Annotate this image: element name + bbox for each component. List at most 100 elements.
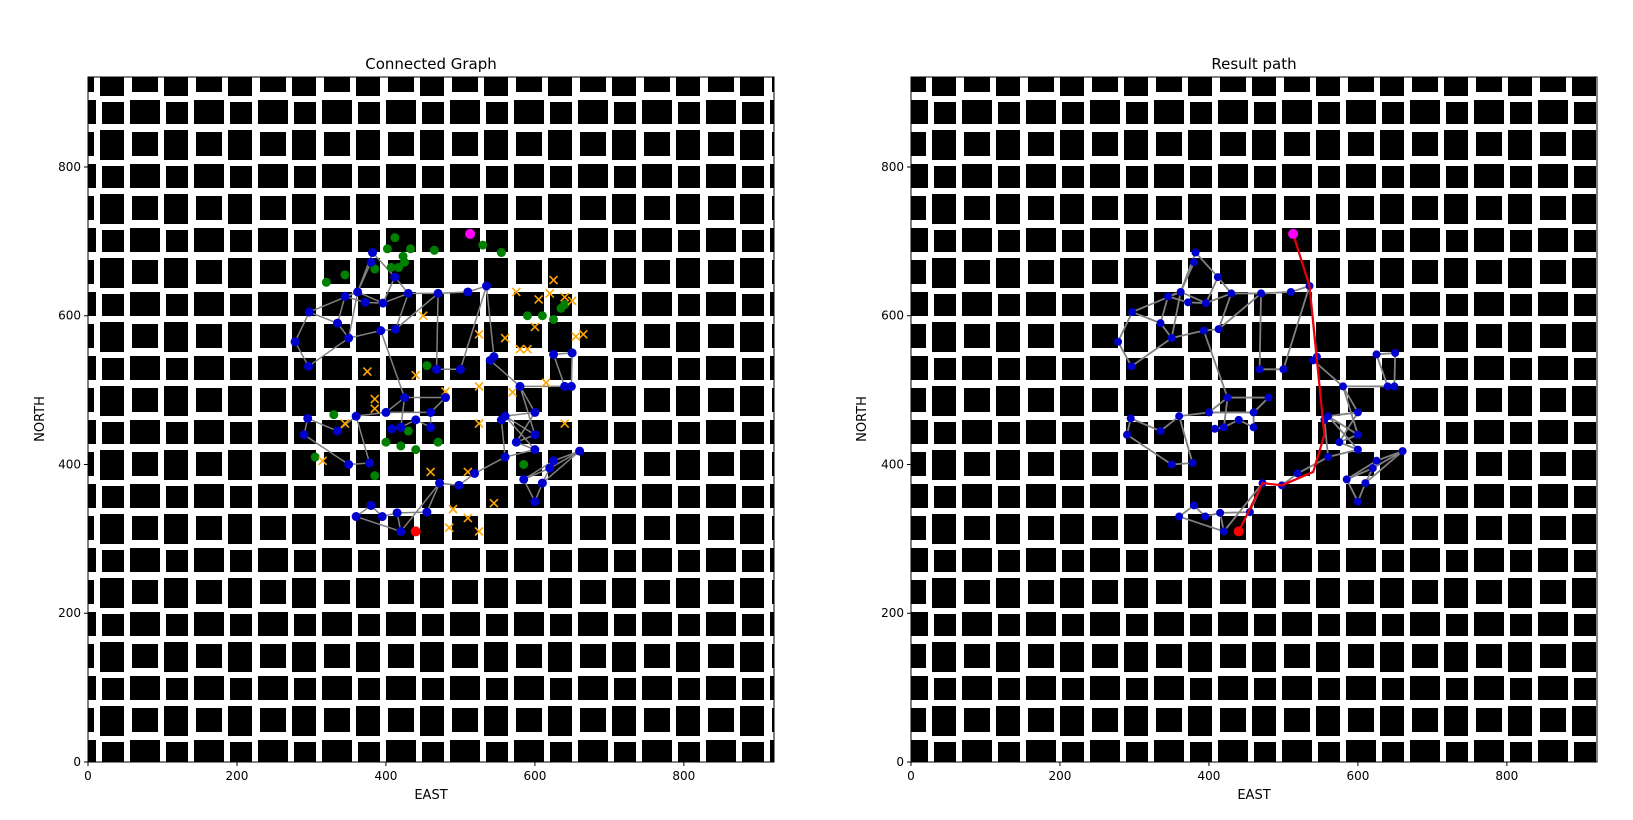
graph-edge: [1328, 411, 1359, 418]
graph-node: [575, 446, 585, 456]
graph-node: [1126, 414, 1135, 423]
graph-edge: [541, 450, 581, 484]
x-tick-label: 800: [1495, 769, 1518, 783]
graph-edge: [382, 292, 409, 304]
graph-node: [378, 298, 388, 308]
graph-node: [560, 381, 570, 391]
rejected-sample-x: [534, 294, 544, 304]
plot-frame: [87, 76, 775, 763]
goal-point: [1288, 228, 1299, 239]
graph-edge: [504, 415, 536, 436]
graph-node: [1219, 423, 1228, 432]
graph-edge: [1205, 276, 1219, 304]
graph-edge: [356, 261, 372, 293]
graph-nodes: [290, 248, 585, 536]
graph-node: [1128, 308, 1137, 317]
graph-node: [441, 393, 451, 403]
graph-node: [530, 445, 540, 455]
rejected-sample-x: [474, 526, 484, 537]
valid-sample-point: [522, 311, 532, 321]
graph-node: [365, 458, 375, 468]
start-point: [1233, 526, 1244, 537]
graph-edge: [397, 511, 427, 514]
graph-node: [515, 381, 525, 391]
graph-node: [1279, 365, 1288, 374]
graph-node: [396, 526, 406, 536]
graph-node: [1249, 423, 1258, 432]
graph-node: [1372, 456, 1381, 465]
graph-edge: [1364, 450, 1404, 484]
valid-sample-point: [394, 262, 404, 272]
graph-node: [392, 508, 402, 518]
graph-edge: [1327, 415, 1359, 451]
valid-sample-point: [496, 248, 506, 258]
graph-node: [1210, 424, 1219, 433]
graph-edge: [1131, 311, 1161, 325]
graph-edge: [1130, 337, 1173, 368]
valid-sample-point: [370, 471, 380, 481]
graph-node: [1227, 289, 1236, 298]
graph-edge: [570, 352, 573, 387]
graph-node: [344, 333, 354, 343]
panel-result-path: Result path 0 200 400 600 800 0 200 400 600 800 E…: [855, 55, 1598, 803]
valid-sample-point: [329, 410, 339, 420]
plot-frame: [910, 76, 1598, 763]
valid-sample-point: [422, 361, 432, 371]
graph-node: [1249, 408, 1258, 417]
graph-edge: [308, 291, 358, 313]
valid-sample-point: [406, 244, 416, 254]
rejected-sample-x: [511, 287, 521, 297]
graph-node: [1353, 408, 1362, 417]
valid-sample-point: [433, 437, 443, 447]
x-axis-label: EAST: [1237, 788, 1270, 803]
axis-ticks: 0 200 400 600 800 0 200 400 600 800: [58, 160, 695, 783]
graph-edge: [355, 515, 402, 533]
graph-edge: [356, 411, 387, 417]
x-tick-label: 400: [1197, 769, 1220, 783]
graph-edge: [1170, 291, 1182, 339]
valid-sample-point: [549, 314, 559, 324]
x-tick-label: 600: [1346, 769, 1369, 783]
graph-node: [387, 424, 397, 434]
graph-edge: [515, 412, 536, 443]
graph-node: [1293, 469, 1302, 478]
graph-edge: [400, 397, 406, 428]
graph-edge: [1131, 291, 1181, 313]
graph-edge: [1323, 419, 1330, 458]
y-tick-label: 800: [58, 160, 81, 174]
graph-node: [1184, 298, 1193, 307]
graph-node: [1353, 445, 1362, 454]
graph-edge: [1180, 291, 1207, 304]
graph-node: [390, 272, 400, 282]
valid-sample-point: [370, 264, 380, 274]
rejected-sample-x: [530, 322, 540, 332]
graph-edge: [1130, 417, 1161, 432]
rejected-sample-x: [522, 344, 533, 354]
graph-edge: [395, 292, 439, 330]
graph-edge: [552, 354, 566, 387]
graph-node: [1199, 326, 1208, 335]
graph-node: [426, 407, 436, 417]
graph-node: [1255, 365, 1264, 374]
graph-edge: [303, 434, 350, 466]
graph-node: [1175, 412, 1184, 421]
graph-edge: [348, 329, 381, 339]
graph-edge: [1117, 311, 1134, 343]
graph-node: [351, 512, 361, 522]
graph-node: [566, 381, 576, 391]
graph-node: [381, 407, 391, 417]
graph-edge: [394, 293, 409, 330]
graph-edge: [1178, 515, 1225, 533]
graph-edge: [549, 450, 580, 469]
y-tick-label: 200: [881, 606, 904, 620]
graph-edge: [1179, 411, 1210, 418]
graph-edge: [1297, 456, 1329, 475]
graph-node: [344, 459, 354, 469]
rejected-sample-x: [474, 419, 484, 429]
graph-node: [530, 430, 540, 440]
graph-edge: [1345, 478, 1359, 503]
graph-node: [1398, 447, 1407, 456]
rejected-sample-x: [545, 288, 555, 298]
goal-point: [465, 228, 476, 239]
graph-node: [463, 287, 473, 297]
